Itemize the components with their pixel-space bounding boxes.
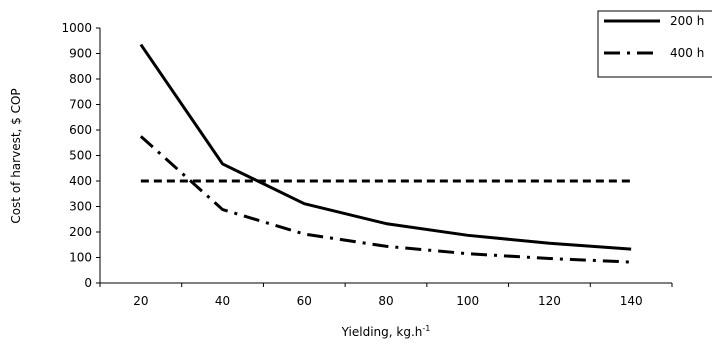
x-tick-label: 60 [297,294,312,308]
y-tick-label: 700 [69,98,92,112]
x-tick-label: 80 [378,294,393,308]
x-axis-ticks: 20 40 60 80 100 120 140 [99,283,673,308]
y-tick-label: 300 [69,200,92,214]
y-tick-label: 600 [69,123,92,137]
y-axis-title: Cost of harvest, $ COP [9,88,23,223]
y-tick-label: 200 [69,225,92,239]
y-axis-ticks: 0 100 200 300 400 500 600 700 800 900 1000 [61,21,100,290]
x-tick-label: 20 [133,294,148,308]
y-tick-label: 400 [69,174,92,188]
x-tick-label: 120 [538,294,561,308]
y-tick-label: 100 [69,251,92,265]
series-line-0 [139,43,632,251]
y-tick-label: 800 [69,72,92,86]
y-tick-label: 1000 [61,21,92,35]
series-line-1 [139,135,632,264]
y-tick-label: 500 [69,149,92,163]
y-tick-label: 0 [84,276,92,290]
legend: 200 h 400 h [597,10,712,78]
x-axis-title: Yielding, kg.h-1 [341,324,431,339]
y-tick-label: 900 [69,47,92,61]
legend-label-200h: 200 h [670,14,704,28]
x-tick-label: 40 [215,294,230,308]
x-tick-label: 100 [456,294,479,308]
x-tick-label: 140 [620,294,643,308]
series-layer [139,43,632,264]
legend-label-400h: 400 h [670,46,704,60]
